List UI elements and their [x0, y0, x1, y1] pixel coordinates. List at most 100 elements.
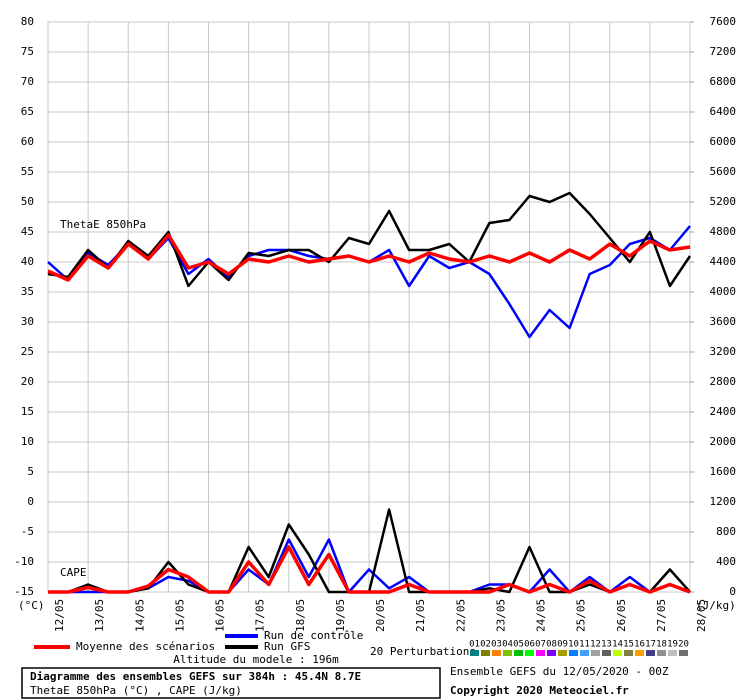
perturbation-number: 10 [568, 640, 579, 650]
series-line [48, 538, 691, 594]
perturbation-number: 03 [491, 640, 502, 650]
y-tick-label: 45 [21, 225, 34, 238]
y2-tick-label: 6000 [710, 135, 737, 148]
perturbation-swatch [657, 650, 666, 656]
perturbation-legend: 01 02 03 04 05 06 07 08 09 10 11 12 13 14 15 16 17 18 19 20 [469, 640, 689, 656]
series-line [47, 233, 691, 282]
y-tick-label: -5 [21, 525, 34, 538]
perturbation-number: 05 [513, 640, 524, 650]
plot-area [47, 21, 694, 594]
y-unit: (°C) [18, 599, 45, 612]
perturbation-number: 06 [524, 640, 535, 650]
perturbation-swatch [536, 650, 545, 656]
y2-tick-label: 800 [716, 525, 736, 538]
perturbation-number: 17 [645, 640, 656, 650]
y2-tick-label: 0 [729, 585, 736, 598]
perturbation-swatch [635, 650, 644, 656]
x-tick-label: 14/05 [133, 599, 146, 632]
perturbation-swatch [580, 650, 589, 656]
perturbation-number: 07 [535, 640, 546, 650]
y2-tick-label: 3200 [710, 345, 737, 358]
perturbation-swatch [514, 650, 523, 656]
y-tick-label: 65 [21, 105, 34, 118]
perturbation-number: 15 [623, 640, 634, 650]
perturbation-swatch [668, 650, 677, 656]
y-tick-label: 80 [21, 15, 34, 28]
perturbation-swatch [547, 650, 556, 656]
perturbation-number: 04 [502, 640, 513, 650]
perturbation-number: 13 [601, 640, 612, 650]
x-tick-label: 27/05 [655, 599, 668, 632]
perturbation-number: 09 [557, 640, 568, 650]
perturbation-swatch [591, 650, 600, 656]
y-tick-label: -10 [14, 555, 34, 568]
y2-tick-label: 4800 [710, 225, 737, 238]
x-tick-label: 25/05 [575, 599, 588, 632]
y-tick-label: 25 [21, 345, 34, 358]
theta-label: ThetaE 850hPa [60, 218, 146, 231]
y-tick-label: 10 [21, 435, 34, 448]
altitude: Altitude du modele : 196m [173, 653, 339, 666]
y-tick-label: 40 [21, 255, 34, 268]
perturbation-swatch [503, 650, 512, 656]
perturbation-swatch [525, 650, 534, 656]
x-tick-label: 19/05 [334, 599, 347, 632]
perturbation-swatch [470, 650, 479, 656]
y2-tick-label: 400 [716, 555, 736, 568]
y-tick-label: 30 [21, 315, 34, 328]
y2-tick-label: 6800 [710, 75, 737, 88]
y2-tick-label: 4000 [710, 285, 737, 298]
legend-label: Run GFS [264, 640, 310, 653]
y2-tick-label: 3600 [710, 315, 737, 328]
perturbation-swatch [679, 650, 688, 656]
perturbation-number: 19 [667, 640, 678, 650]
legend-label: Moyenne des scénarios [76, 640, 215, 653]
perturbation-number: 11 [579, 640, 590, 650]
y-tick-label: 15 [21, 405, 34, 418]
series-line [47, 191, 692, 288]
x-tick-label: 16/05 [214, 599, 227, 632]
perturbation-number: 12 [590, 640, 601, 650]
perturbation-number: 08 [546, 640, 557, 650]
y2-tick-label: 2400 [710, 405, 737, 418]
series-line [48, 545, 691, 594]
y2-tick-label: 4400 [710, 255, 737, 268]
x-tick-label: 24/05 [535, 599, 548, 632]
x-tick-label: 21/05 [414, 599, 427, 632]
y-tick-label: 5 [27, 465, 34, 478]
x-tick-label: 18/05 [294, 599, 307, 632]
cape-label: CAPE [60, 566, 87, 579]
y2-tick-label: 6400 [710, 105, 737, 118]
perturbation-swatch [481, 650, 490, 656]
y-tick-label: 50 [21, 195, 34, 208]
chart-title: Diagramme des ensembles GEFS sur 384h : … [30, 670, 361, 683]
title-box [21, 667, 441, 699]
x-tick-label: 26/05 [615, 599, 628, 632]
x-tick-label: 20/05 [374, 599, 387, 632]
y2-unit: (J/kg) [696, 599, 736, 612]
y2-tick-label: 2800 [710, 375, 737, 388]
chart-subtitle: ThetaE 850hPa (°C) , CAPE (J/kg) [30, 684, 242, 697]
perturbation-swatch [613, 650, 622, 656]
perturbation-number: 18 [656, 640, 667, 650]
perturbation-swatch [624, 650, 633, 656]
x-tick-label: 12/05 [53, 599, 66, 632]
x-tick-label: 28/05 [695, 599, 708, 632]
perturbations-title: 20 Perturbations [370, 645, 476, 658]
y-tick-label: -15 [14, 585, 34, 598]
perturbation-swatch [558, 650, 567, 656]
perturbation-number: 02 [480, 640, 491, 650]
perturbation-swatch [569, 650, 578, 656]
perturbation-number: 01 [469, 640, 480, 650]
legend-label: Run de contrôle [264, 629, 363, 642]
y2-tick-label: 1200 [710, 495, 737, 508]
perturbation-number: 16 [634, 640, 645, 650]
y-tick-label: 60 [21, 135, 34, 148]
x-tick-label: 17/05 [254, 599, 267, 632]
y-tick-label: 35 [21, 285, 34, 298]
x-tick-label: 13/05 [93, 599, 106, 632]
y2-tick-label: 5200 [710, 195, 737, 208]
x-tick-label: 23/05 [494, 599, 507, 632]
